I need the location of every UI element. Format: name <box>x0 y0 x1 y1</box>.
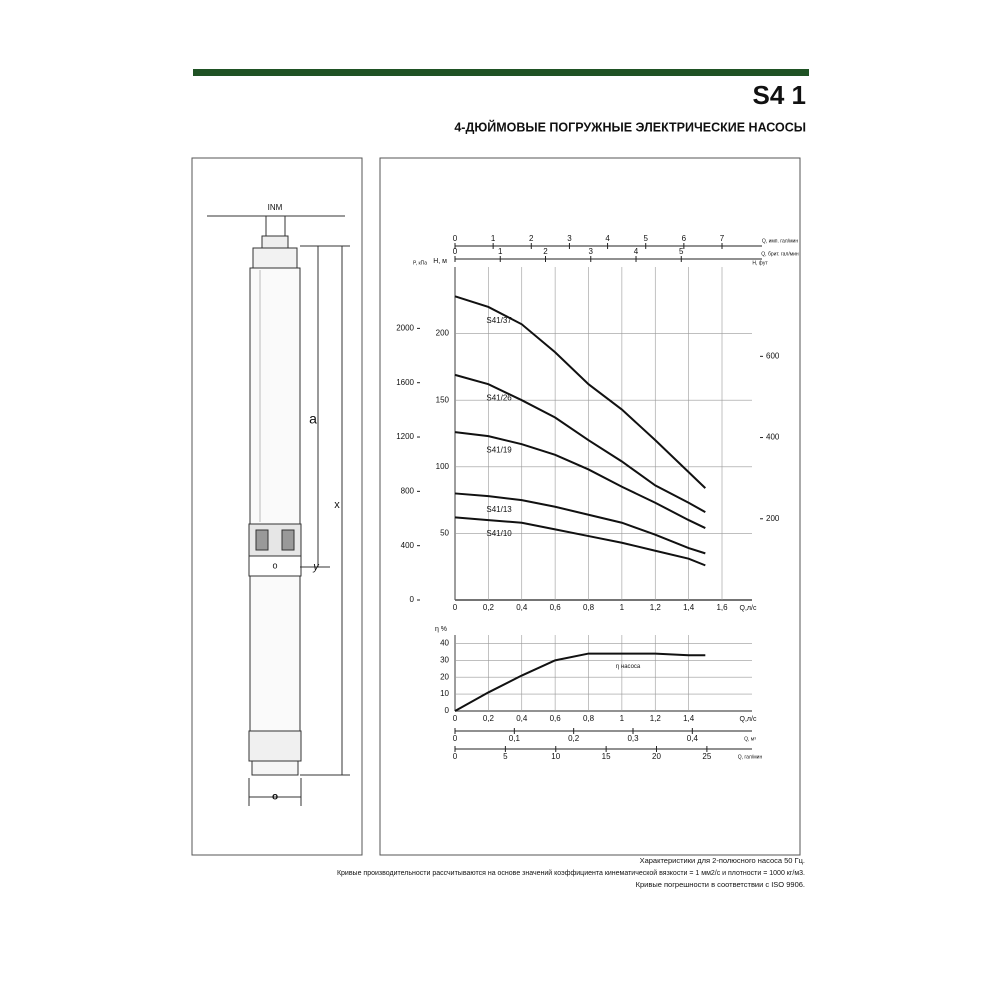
x-tick-label: 1,2 <box>650 714 662 723</box>
x-tick-label: 0,8 <box>583 714 595 723</box>
x-axis-label: Q,л/с <box>740 716 757 723</box>
y-tick-label: 600 <box>766 351 780 360</box>
x-tick-label: 0,4 <box>516 714 528 723</box>
y-tick-label: 1600 <box>396 378 414 387</box>
x-axis-label: Q, имп. гал/мин <box>762 238 798 244</box>
series-label: S41/26 <box>486 393 512 402</box>
series-label: S41/10 <box>486 529 512 538</box>
x-tick-label: 15 <box>602 752 611 761</box>
x-tick-label: 0,2 <box>483 714 495 723</box>
x-tick-label: 1 <box>498 247 503 256</box>
pump-drawing <box>207 215 350 806</box>
x-tick-label: 1,4 <box>683 603 695 612</box>
x-tick-label: 1,2 <box>650 603 662 612</box>
x-tick-label: 0,1 <box>509 734 521 743</box>
x-tick-label: 0,4 <box>687 734 699 743</box>
x-tick-label: 25 <box>702 752 711 761</box>
y-tick-label: 400 <box>401 541 415 550</box>
y-tick-label: 1200 <box>396 432 414 441</box>
y-tick-label: 200 <box>436 329 450 338</box>
curve <box>454 492 706 555</box>
subtitle: 4-ДЮЙМОВЫЕ ПОГРУЖНЫЕ ЭЛЕКТРИЧЕСКИЕ НАСОС… <box>454 119 806 134</box>
x-tick-label: 3 <box>589 247 594 256</box>
y-axis-label: H, фут <box>752 260 768 266</box>
y-axis-label: η % <box>435 626 447 633</box>
header-bar <box>193 69 809 76</box>
x-tick-label: 0 <box>453 234 458 243</box>
y-tick-label: 20 <box>440 672 449 681</box>
drawing-label: o <box>272 792 278 803</box>
x-tick-label: 0 <box>453 752 458 761</box>
x-tick-label: 0 <box>453 247 458 256</box>
x-tick-label: 0,6 <box>550 714 562 723</box>
footer-line: Кривые производительности рассчитываются… <box>337 869 805 877</box>
series-label: S41/37 <box>486 316 512 325</box>
x-tick-label: 1 <box>620 714 625 723</box>
y-axis-label: P, кПа <box>413 260 427 266</box>
series-label: S41/13 <box>486 505 512 514</box>
y-tick-label: 50 <box>440 529 449 538</box>
x-tick-label: 0 <box>453 603 458 612</box>
x-tick-label: 5 <box>643 234 648 243</box>
x-axis-label: Q, брит. гал/мин <box>761 251 799 257</box>
series-label: S41/19 <box>486 445 512 454</box>
footer-line: Кривые погрешности в соответствии с ISO … <box>636 880 805 889</box>
drawing-label: x <box>334 499 340 511</box>
x-tick-label: 1,4 <box>683 714 695 723</box>
y-tick-label: 0 <box>445 706 450 715</box>
y-tick-label: 10 <box>440 689 449 698</box>
drawing-label: INM <box>268 203 283 212</box>
drawing-label: a <box>309 411 317 427</box>
x-tick-label: 0,2 <box>568 734 580 743</box>
x-tick-label: 7 <box>720 234 725 243</box>
y-tick-label: 2000 <box>396 323 414 332</box>
x-tick-label: 1 <box>491 234 496 243</box>
x-tick-label: 4 <box>634 247 639 256</box>
drawing-label: o <box>272 560 277 570</box>
x-tick-label: 1 <box>620 603 625 612</box>
y-axis-label: H, м <box>433 258 447 265</box>
y-tick-label: 100 <box>436 462 450 471</box>
y-tick-label: 150 <box>436 395 450 404</box>
x-tick-label: 0 <box>453 734 458 743</box>
curve <box>454 373 706 513</box>
y-tick-label: 400 <box>766 433 780 442</box>
x-tick-label: 5 <box>503 752 508 761</box>
x-tick-label: 2 <box>529 234 534 243</box>
x-tick-label: 3 <box>567 234 572 243</box>
series-label: η насоса <box>616 664 641 670</box>
chart-frame <box>379 157 801 856</box>
x-tick-label: 0,2 <box>483 603 495 612</box>
drawing-label: y <box>312 561 320 573</box>
x-tick-label: 6 <box>682 234 687 243</box>
x-axis-label: Q, гал/мин <box>738 754 763 760</box>
x-axis-label: Q,л/с <box>740 605 757 612</box>
x-tick-label: 10 <box>551 752 560 761</box>
x-tick-label: 2 <box>543 247 548 256</box>
y-tick-label: 200 <box>766 514 780 523</box>
drawing-frame <box>191 157 363 856</box>
x-tick-label: 5 <box>679 247 684 256</box>
curve <box>454 431 706 529</box>
y-tick-label: 0 <box>410 595 415 604</box>
x-tick-label: 0,8 <box>583 603 595 612</box>
x-axis-label: Q, м³ <box>744 736 756 742</box>
x-tick-label: 0,3 <box>627 734 639 743</box>
y-tick-label: 800 <box>401 486 415 495</box>
y-tick-label: 40 <box>440 639 449 648</box>
x-tick-label: 0,6 <box>550 603 562 612</box>
title: S4 1 <box>753 80 807 110</box>
x-tick-label: 0,4 <box>516 603 528 612</box>
curve <box>454 652 706 712</box>
y-tick-label: 30 <box>440 655 449 664</box>
x-tick-label: 4 <box>605 234 610 243</box>
curve <box>454 295 707 489</box>
footer-line: Характеристики для 2-полюсного насоса 50… <box>640 856 805 865</box>
x-tick-label: 0 <box>453 714 458 723</box>
x-tick-label: 20 <box>652 752 661 761</box>
x-tick-label: 1,6 <box>716 603 728 612</box>
curve <box>454 516 706 567</box>
